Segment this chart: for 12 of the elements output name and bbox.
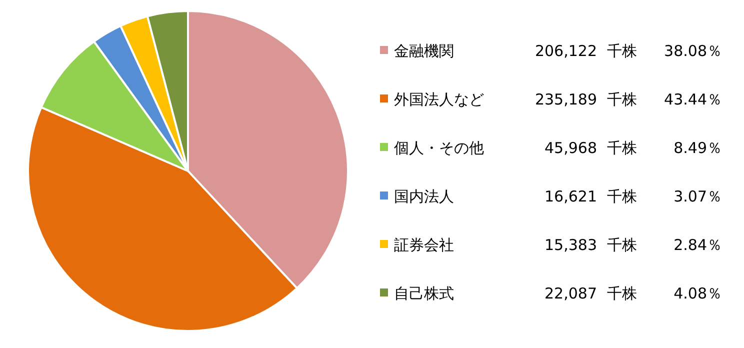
legend-label: 国内法人 (394, 188, 454, 206)
text: 22,087 千株 4.08％ (544, 284, 722, 302)
legend-label: 証券会社 (394, 236, 454, 254)
text: 16,621 千株 3.07％ (544, 188, 722, 206)
text: 206,122 千株 38.08％ (534, 42, 722, 60)
text: 15,383 千株 2.84％ (544, 236, 722, 254)
legend-label: 自己株式 (394, 284, 454, 302)
text: 45,968 千株 8.49％ (544, 139, 722, 157)
text: 235,189 千株 43.44％ (534, 90, 722, 108)
legend-label: 金融機関 (394, 42, 454, 60)
legend-label: 個人・その他 (394, 139, 484, 157)
legend-label: 外国法人など (394, 90, 484, 108)
